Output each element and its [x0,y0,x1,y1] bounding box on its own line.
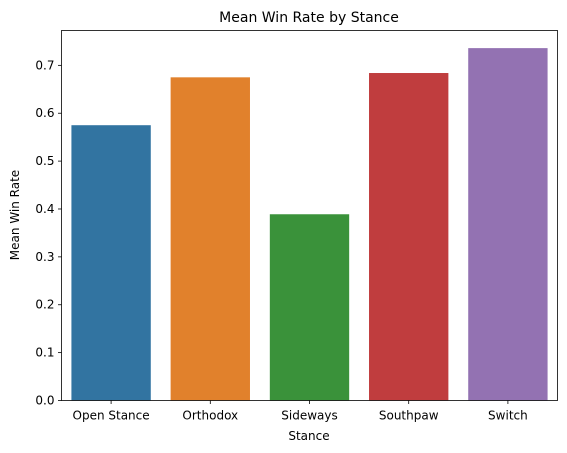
x-tick-label: Orthodox [182,409,238,423]
plot-area: 0.0 0.1 0.2 0.3 0.4 0.5 0.6 0.7 Open Stance Orth… [35,30,558,423]
bar-sideways [269,214,350,401]
chart-title: Mean Win Rate by Stance [219,10,399,26]
x-axis-title: Stance [288,429,329,443]
bar-orthodox [170,77,250,401]
y-tick-label: 0.1 [35,346,54,360]
y-axis-ticks: 0.0 0.1 0.2 0.3 0.4 0.5 0.6 0.7 [35,58,62,408]
y-tick-label: 0.5 [35,154,54,168]
bar-open-stance [71,125,151,401]
y-tick-label: 0.6 [35,106,54,120]
x-tick-label: Open Stance [73,409,150,423]
y-tick-label: 0.3 [35,250,54,264]
x-axis-ticks: Open Stance Orthodox Sideways Southpaw Switc… [73,400,528,423]
y-tick-label: 0.7 [35,58,54,72]
y-tick-label: 0.0 [35,394,54,408]
bar-switch [468,48,548,401]
x-tick-label: Southpaw [379,409,439,423]
x-tick-label: Switch [488,409,528,423]
y-tick-label: 0.2 [35,298,54,312]
x-tick-label: Sideways [281,409,337,423]
y-axis-title: Mean Win Rate [8,170,22,260]
y-tick-label: 0.4 [35,202,54,216]
bar-southpaw [369,73,449,401]
plot-frame [61,30,558,401]
bars-group [71,48,548,401]
